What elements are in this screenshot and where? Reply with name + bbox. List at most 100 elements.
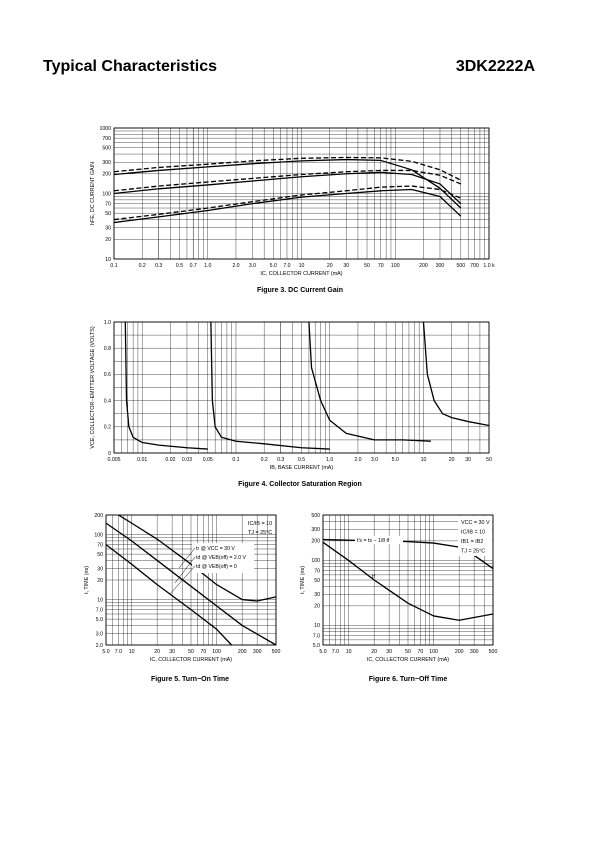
x-tick-label: 0.2: [261, 457, 268, 463]
y-tick-label: 1000: [99, 126, 111, 132]
x-tick-label: 0.03: [182, 457, 192, 463]
y-tick-label: 0: [108, 451, 111, 457]
leader-line-td-0: [169, 565, 196, 595]
series-line-3: [105, 544, 233, 646]
x-tick-label: 200: [238, 649, 247, 655]
x-tick-label: 70: [201, 649, 207, 655]
y-tick-label: 30: [314, 592, 320, 598]
y-tick-label: 7.0: [313, 633, 320, 639]
x-tick-label: 500: [489, 649, 498, 655]
y-tick-label: 20: [105, 237, 111, 243]
y-tick-label: 1.0: [104, 320, 111, 326]
x-axis-label: IC, COLLECTOR CURRENT (mA): [260, 271, 342, 277]
x-tick-label: 10: [129, 649, 135, 655]
x-tick-label: 3.0: [371, 457, 378, 463]
x-tick-label: 0.5: [298, 457, 305, 463]
x-tick-label: 5.0: [319, 649, 326, 655]
x-tick-label: 0.3: [277, 457, 284, 463]
y-tick-label: 0.6: [104, 372, 111, 378]
x-tick-label: 0.2: [139, 263, 146, 269]
y-tick-label: 300: [102, 160, 111, 166]
y-tick-label: 0.4: [104, 398, 111, 404]
series-line-2: [210, 321, 330, 450]
legend-tf: tf: [372, 574, 376, 580]
leader-line-td-2v: [174, 556, 196, 584]
condition-line: VCC = 30 V: [461, 520, 490, 526]
series-line-1: [118, 514, 277, 602]
y-tick-label: 100: [102, 191, 111, 197]
y-tick-label: 10: [105, 257, 111, 263]
legend-background: [355, 536, 403, 544]
y-axis-label: VCE, COLLECTOR−EMITTER VOLTAGE (VOLTS): [90, 326, 96, 448]
series-line-5: [113, 185, 462, 221]
x-tick-label: 200: [419, 263, 428, 269]
legend-td-0: td @ VEB(off) = 0: [196, 564, 237, 570]
series-line-2: [105, 522, 277, 646]
condition-tj: TJ = 25°C: [248, 530, 272, 536]
legend-td-2v: td @ VEB(off) = 2.0 V: [196, 555, 247, 561]
y-tick-label: 300: [311, 527, 320, 533]
legend-background: [192, 543, 254, 573]
y-tick-label: 70: [97, 542, 103, 548]
x-tick-label: 70: [418, 649, 424, 655]
x-tick-label: 1.0: [204, 263, 211, 269]
page-title: Typical Characteristics: [43, 58, 218, 75]
y-tick-label: 50: [105, 211, 111, 217]
y-tick-label: 200: [94, 513, 103, 519]
x-tick-label: 30: [465, 457, 471, 463]
conditions-background: [458, 516, 492, 556]
x-tick-label: 7.0: [283, 263, 290, 269]
x-tick-label: 30: [386, 649, 392, 655]
x-tick-label: 20: [327, 263, 333, 269]
x-tick-label: 50: [405, 649, 411, 655]
y-tick-label: 5.0: [313, 643, 320, 649]
x-tick-label: 700: [470, 263, 479, 269]
leader-line-tr: [178, 547, 196, 569]
x-axis-label: IC, COLLECTOR CURRENT (mA): [150, 657, 232, 663]
x-tick-label: 5.0: [102, 649, 109, 655]
x-tick-label: 100: [391, 263, 400, 269]
x-tick-label: 300: [436, 263, 445, 269]
x-tick-label: 7.0: [115, 649, 122, 655]
x-tick-label: 1.0: [326, 457, 333, 463]
y-tick-label: 500: [311, 513, 320, 519]
y-tick-label: 70: [314, 568, 320, 574]
x-tick-label: 100: [212, 649, 221, 655]
x-tick-label: 300: [470, 649, 479, 655]
y-axis-label: t, TIME (ns): [300, 566, 306, 594]
x-tick-label: 500: [456, 263, 465, 269]
y-tick-label: 700: [102, 136, 111, 142]
figure-4-caption: Figure 4. Collector Saturation Region: [238, 481, 362, 488]
x-tick-label: 0.005: [108, 457, 121, 463]
y-tick-label: 30: [97, 566, 103, 572]
series-line-2: [322, 541, 494, 621]
condition-line: IB1 = IB2: [461, 539, 483, 545]
x-axis-label: IC, COLLECTOR CURRENT (mA): [367, 657, 449, 663]
series-line-4: [113, 171, 462, 205]
x-tick-label: 200: [455, 649, 464, 655]
condition-line: TJ = 25°C: [461, 549, 485, 555]
plot-frame: [322, 514, 494, 646]
series-line-1: [124, 321, 208, 450]
y-tick-label: 20: [314, 604, 320, 610]
x-tick-label: 0.01: [137, 457, 147, 463]
y-tick-label: 30: [105, 226, 111, 232]
figure-5-caption: Figure 5. Turn−On Time: [150, 676, 230, 683]
y-tick-label: 10: [314, 623, 320, 629]
series-line-3: [113, 169, 462, 192]
x-tick-label: 0.7: [190, 263, 197, 269]
y-tick-label: 3.0: [96, 631, 103, 637]
x-tick-label: 20: [371, 649, 377, 655]
x-tick-label: 7.0: [332, 649, 339, 655]
part-number: 3DK2222A: [455, 58, 535, 75]
x-tick-label: 0.02: [165, 457, 175, 463]
condition-line: IC/IB = 10: [461, 530, 485, 536]
x-tick-label: 0.3: [155, 263, 162, 269]
figure-6-caption: Figure 6. Turn−Off Time: [368, 676, 448, 683]
y-tick-label: 20: [97, 578, 103, 584]
x-tick-label: 0.05: [203, 457, 213, 463]
